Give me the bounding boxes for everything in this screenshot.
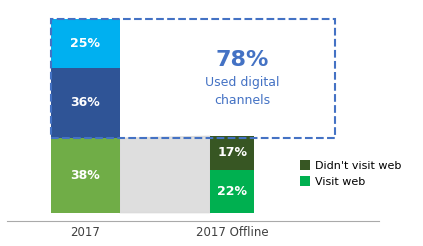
Text: 78%: 78% <box>216 50 269 70</box>
Bar <box>51 68 120 138</box>
Legend: Didn't visit web, Visit web: Didn't visit web, Visit web <box>296 156 405 191</box>
Text: Used digital
channels: Used digital channels <box>205 76 280 107</box>
Bar <box>210 136 255 169</box>
Bar <box>210 169 255 213</box>
Bar <box>51 138 120 213</box>
Text: 17%: 17% <box>217 146 247 159</box>
Text: 36%: 36% <box>71 96 100 109</box>
Text: 22%: 22% <box>217 184 247 198</box>
Bar <box>51 19 120 68</box>
Text: 38%: 38% <box>71 169 100 182</box>
Text: 25%: 25% <box>70 37 100 50</box>
Polygon shape <box>120 136 210 213</box>
